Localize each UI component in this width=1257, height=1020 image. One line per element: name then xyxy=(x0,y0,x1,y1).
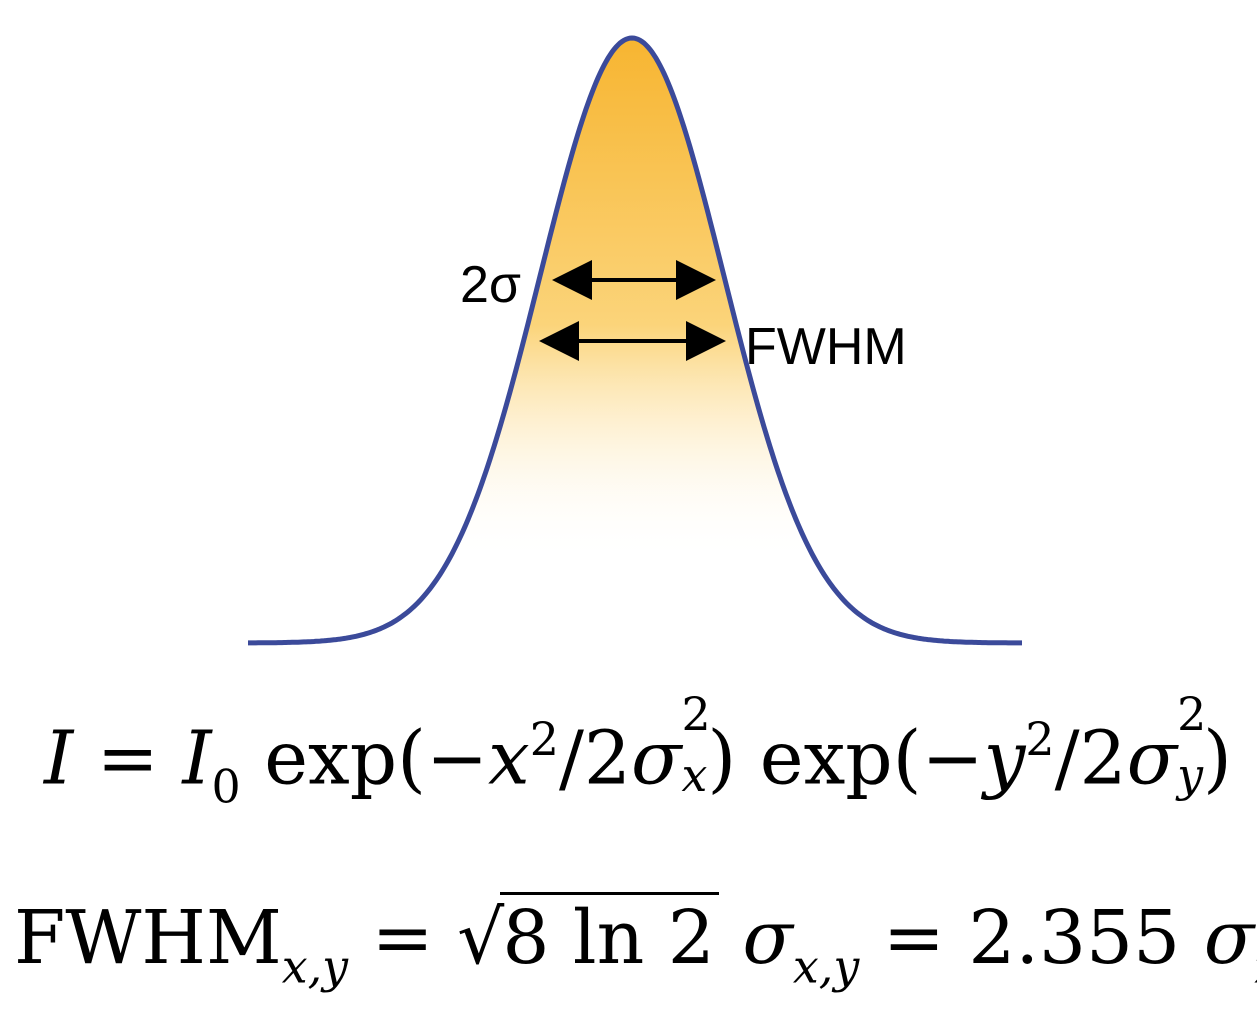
eq-slash2: /2 xyxy=(1054,715,1127,802)
fwhm-radicand: 8 ln 2 xyxy=(500,892,719,981)
eq-exp2: exp(− xyxy=(759,715,984,802)
eq-lhs: I xyxy=(44,715,74,802)
fwhm-name-sub: x,y xyxy=(281,939,349,994)
eq-i0-sub: 0 xyxy=(211,759,241,814)
eq-x: x xyxy=(488,715,530,802)
gaussian-curve xyxy=(248,35,1022,646)
fwhm-sigma2: σ xyxy=(1203,895,1255,981)
eq-exp1: exp(− xyxy=(264,715,489,802)
fwhm-name: FWHM xyxy=(14,895,282,981)
fwhm-radical: √ xyxy=(457,895,505,981)
fwhm-label: FWHM xyxy=(745,318,907,376)
eq-close1: ) xyxy=(707,715,737,802)
eq-close2: ) xyxy=(1203,715,1232,802)
fwhm-sigma-sub: x,y xyxy=(792,939,860,994)
eq-slash1: /2 xyxy=(558,715,631,802)
eq-i0: I xyxy=(182,715,212,802)
fwhm-equals2: = xyxy=(882,895,945,981)
sigma-label: 2σ xyxy=(460,256,521,314)
eq-sx-sup: 2 xyxy=(681,686,711,741)
eq-sx-sub: x xyxy=(681,747,708,802)
fwhm-sigma: σ xyxy=(742,895,793,981)
eq-sy-sub: y xyxy=(1177,747,1204,802)
eq-y: y xyxy=(983,715,1026,802)
eq-equals: = xyxy=(96,715,159,802)
fwhm-value: 2.355 xyxy=(968,895,1181,981)
eq-x-sup: 2 xyxy=(529,712,559,766)
fwhm-sigma2-sub: x,y xyxy=(1254,939,1257,993)
eq-sy-sup: 2 xyxy=(1177,686,1207,741)
eq-y-sup: 2 xyxy=(1025,712,1055,766)
eq-sigma-y: σ xyxy=(1126,715,1178,802)
eq-sigma-x: σ xyxy=(630,715,682,802)
fwhm-equals: = xyxy=(371,895,434,981)
